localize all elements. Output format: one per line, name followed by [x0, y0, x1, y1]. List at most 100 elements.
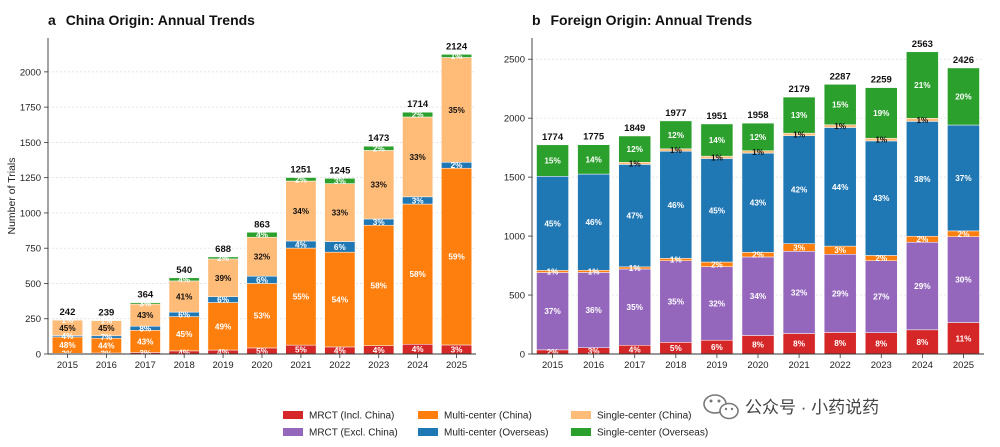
segment-label: 12%: [750, 133, 767, 142]
segment-label: 4%: [256, 231, 269, 240]
segment-label: 5%: [295, 346, 308, 355]
segment-label: 35%: [448, 106, 465, 115]
bar-segment-mrct-excl-china: [741, 256, 775, 336]
x-tick-label: 2022: [329, 360, 350, 371]
segment-label: 1%: [629, 159, 642, 168]
legend-label: MRCT (Excl. China): [309, 428, 398, 439]
legend-label: Multi-center (Overseas): [444, 428, 548, 439]
segment-label: 58%: [409, 270, 426, 279]
segment-label: 6%: [334, 243, 347, 252]
bar-segment-multi-center-overseas: [947, 124, 980, 232]
segment-label: 1%: [62, 316, 75, 325]
y-tick-label: 1000: [504, 231, 525, 242]
segment-label: 33%: [409, 153, 426, 162]
bar-total-label: 1473: [368, 133, 389, 144]
y-tick-label: 2000: [504, 114, 525, 125]
segment-label: 12%: [627, 145, 644, 154]
bar-segment-multi-center-china: [402, 203, 434, 345]
bar-segment-single-center-overseas: [947, 67, 980, 126]
watermark-text: 公众号 · 小药说药: [745, 398, 879, 417]
segment-label: 41%: [176, 293, 193, 302]
bar-total-label: 2259: [871, 75, 892, 86]
bar-total-label: 540: [176, 265, 192, 276]
segment-label: 1%: [834, 122, 847, 131]
segment-label: 46%: [668, 201, 685, 210]
segment-label: 37%: [544, 307, 561, 316]
bar-total-label: 2287: [830, 71, 851, 82]
segment-label: 1%: [711, 153, 724, 162]
y-tick-label: 1500: [20, 138, 41, 149]
bar-segment-multi-center-china: [363, 224, 395, 346]
segment-label: 14%: [585, 155, 602, 164]
x-tick-label: 2016: [96, 360, 117, 371]
segment-label: 39%: [215, 274, 232, 283]
segment-label: 2%: [752, 251, 765, 260]
y-tick-label: 2000: [20, 67, 41, 78]
segment-label: 4%: [629, 346, 642, 355]
panel-b-segment-labels: 2% 37% 1% 45% 15% 3% 36% 1% 46% 14% 4% 35% 1% 47% 1% 12…: [544, 81, 972, 357]
bar-segment-mrct-excl-china: [659, 260, 693, 343]
bar-segment-multi-center-overseas: [618, 164, 652, 268]
y-tick-label: 1250: [20, 173, 41, 184]
legend-swatch: [283, 411, 303, 419]
legend-swatch: [571, 411, 591, 419]
segment-label: 8%: [793, 340, 806, 349]
bar-segment-single-center-overseas: [441, 54, 472, 58]
bar-segment-single-center-china: [246, 236, 278, 277]
bar-total-label: 1958: [747, 110, 768, 121]
y-tick-label: 1750: [20, 103, 41, 114]
bar-total-label: 1775: [583, 132, 605, 143]
segment-label: 4%: [295, 241, 308, 250]
x-tick-label: 2021: [290, 360, 311, 371]
segment-label: 35%: [668, 298, 685, 307]
segment-label: 1%: [451, 52, 464, 61]
y-tick-label: 2500: [504, 55, 525, 66]
bar-segment-mrct-excl-china: [906, 241, 939, 331]
segment-label: 15%: [832, 101, 849, 110]
panel-b-title-text: Foreign Origin: Annual Trends: [550, 12, 752, 28]
segment-label: 2%: [875, 254, 888, 263]
bar-segment-single-center-overseas: [246, 232, 278, 238]
y-tick-label: 250: [25, 314, 41, 325]
legend-swatch: [418, 411, 438, 419]
segment-label: 20%: [955, 92, 972, 101]
segment-label: 45%: [709, 206, 726, 215]
panel-a-letter: a: [48, 12, 56, 28]
segment-label: 1%: [670, 146, 683, 155]
segment-label: 53%: [254, 312, 271, 321]
segment-label: 1%: [588, 267, 601, 276]
bar-total-label: 2179: [789, 84, 810, 95]
x-tick-label: 2018: [665, 360, 686, 371]
bar-segment-mrct-excl-china: [823, 253, 857, 333]
panel-b-axes: 0 500 1000 1500 2000 2500 2015 2016 2017 2018 2019…: [504, 38, 984, 371]
segment-label: 3%: [139, 299, 152, 308]
segment-label: 45%: [176, 330, 193, 339]
x-tick-label: 2020: [251, 360, 272, 371]
segment-label: 30%: [955, 276, 972, 285]
segment-label: 3%: [412, 196, 425, 205]
segment-label: 8%: [916, 338, 929, 347]
segment-label: 8%: [139, 324, 152, 333]
bar-total-label: 1774: [542, 132, 564, 143]
segment-label: 8%: [834, 339, 847, 348]
bar-total-label: 1951: [706, 111, 728, 122]
bar-segment-single-center-overseas: [363, 145, 395, 151]
bar-segment-single-center-overseas: [168, 277, 200, 282]
segment-label: 58%: [371, 281, 388, 290]
y-tick-label: 750: [25, 244, 41, 255]
segment-label: 2%: [412, 111, 425, 120]
panel-b-letter: b: [532, 12, 541, 28]
panel-b-bars: [536, 51, 980, 355]
bar-segment-single-center-overseas: [782, 96, 816, 134]
bar-total-label: 1245: [329, 165, 351, 176]
legend-item-multi-center-overseas: Multi-center (Overseas): [418, 428, 548, 439]
legend-label: MRCT (Incl. China): [309, 411, 394, 422]
bar-segment-single-center-overseas: [536, 144, 569, 177]
bar-total-label: 1251: [290, 165, 312, 176]
bar-total-label: 2426: [953, 55, 974, 66]
bar-total-label: 242: [60, 307, 76, 318]
segment-label: 48%: [59, 341, 76, 350]
segment-label: 43%: [137, 337, 154, 346]
segment-label: 1%: [629, 264, 642, 273]
legend-item-single-center-china: Single-center (China): [571, 411, 692, 422]
